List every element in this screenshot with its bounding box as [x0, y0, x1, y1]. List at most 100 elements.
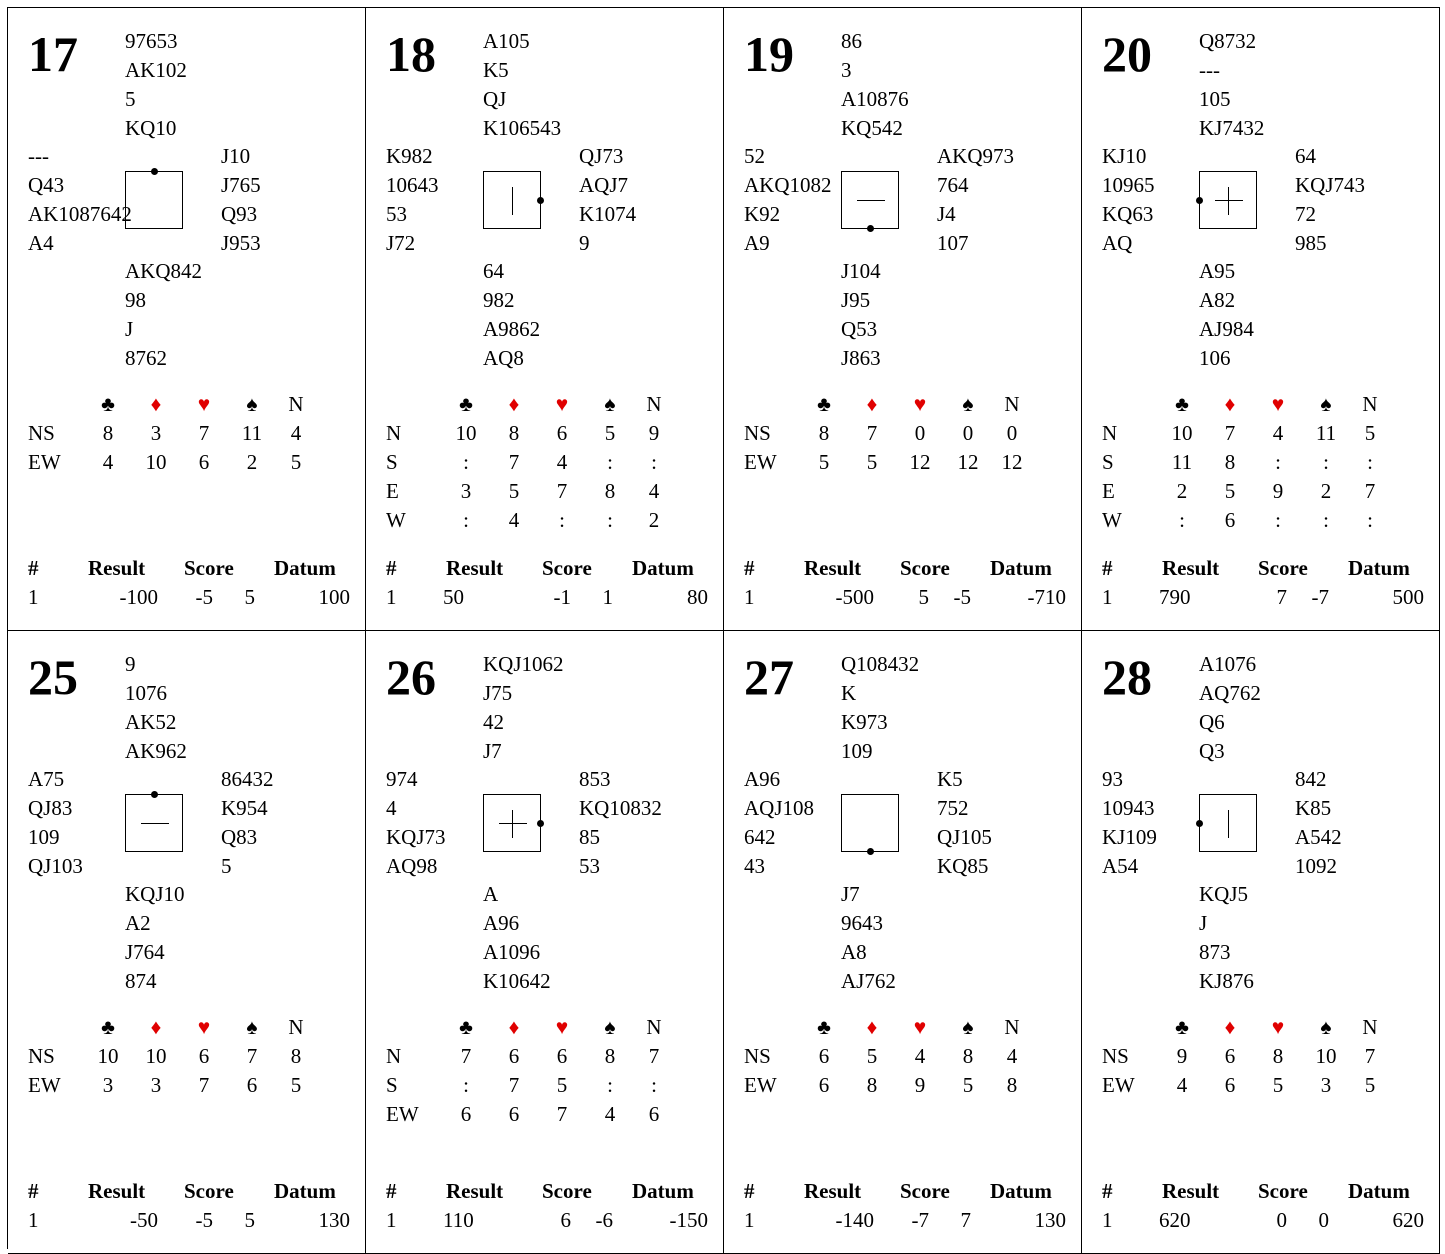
south-suit-clubs: A95	[1199, 259, 1236, 283]
dd-tricks-notrump: :	[1367, 508, 1373, 532]
dd-seat-label: W	[1102, 508, 1122, 532]
west-suit-spades: A54	[1102, 854, 1139, 878]
dd-tricks-diamonds: 7	[866, 421, 878, 445]
results-header-result: Result	[804, 556, 862, 580]
results-header-result: Result	[1162, 556, 1220, 580]
south-suit-clubs: AKQ842	[125, 259, 202, 283]
results-header-num: #	[1102, 1179, 1113, 1203]
north-suit-clubs: A1076	[1199, 652, 1257, 676]
ew-imp-score: -5	[953, 585, 972, 609]
west-suit-diamonds: 10943	[1102, 796, 1155, 820]
east-suit-clubs: AKQ973	[937, 144, 1014, 168]
results-header-num: #	[744, 556, 755, 580]
east-suit-clubs: 86432	[221, 767, 274, 791]
results-header-datum: Datum	[990, 1179, 1052, 1203]
results-row: 1 -500 5 -5 -710	[744, 583, 1074, 612]
results-header-result: Result	[1162, 1179, 1220, 1203]
dd-tricks-diamonds: 6	[1224, 1073, 1236, 1097]
dd-tricks-spades: :	[607, 508, 613, 532]
board-number: 20	[1102, 26, 1152, 82]
board-number: 18	[386, 26, 436, 82]
east-suit-spades: 53	[579, 854, 600, 878]
ew-imp-score: 5	[244, 585, 256, 609]
dd-tricks-diamonds: 7	[508, 450, 520, 474]
clubs-header: ♣	[817, 392, 831, 416]
results-row: 1 -50 -5 5 130	[28, 1206, 358, 1235]
east-suit-clubs: 853	[579, 767, 611, 791]
datum-score: 100	[318, 585, 351, 609]
ns-imp-score: 0	[1276, 1208, 1288, 1232]
dd-tricks-notrump: :	[1367, 450, 1373, 474]
west-suit-clubs: 93	[1102, 767, 1123, 791]
results-header-num: #	[28, 556, 39, 580]
diamonds-header: ♦	[150, 1015, 162, 1039]
west-suit-hearts: AK1087642	[28, 202, 132, 226]
results-header-num: #	[386, 1179, 397, 1203]
dd-seat-label: NS	[28, 421, 55, 445]
dd-seat-label: E	[1102, 479, 1115, 503]
contract-result: -100	[119, 585, 159, 609]
dd-tricks-clubs: 10	[97, 1044, 119, 1068]
north-hand: 97653 AK102 5 KQ10	[125, 27, 187, 143]
north-suit-clubs: A105	[483, 29, 530, 53]
datum-score: 130	[318, 1208, 351, 1232]
dealer-dot-icon	[867, 848, 874, 855]
results-header-row: # Result Score Datum	[28, 1177, 358, 1206]
dd-tricks-clubs: 8	[102, 421, 114, 445]
results-header-score: Score	[184, 1179, 234, 1203]
south-suit-hearts: A1096	[483, 940, 541, 964]
hearts-header: ♥	[555, 392, 569, 416]
dd-tricks-clubs: 9	[1176, 1044, 1188, 1068]
dd-tricks-clubs: 10	[1171, 421, 1193, 445]
board-19: 19 86 3 A10876 KQ542 52 AKQ1082 K92 A9 AKQ973 764 J…	[724, 8, 1082, 631]
results-header-datum: Datum	[1348, 1179, 1410, 1203]
dd-row-n: N 7 6 6 8 7	[386, 1042, 706, 1071]
east-suit-hearts: 72	[1295, 202, 1316, 226]
results-header-row: # Result Score Datum	[386, 1177, 716, 1206]
dd-tricks-notrump: 6	[648, 1102, 660, 1126]
ns-imp-score: -7	[911, 1208, 930, 1232]
east-suit-clubs: K5	[937, 767, 963, 791]
dealer-dot-icon	[537, 197, 544, 204]
table-number: 1	[28, 1208, 39, 1232]
hearts-header: ♥	[555, 1015, 569, 1039]
north-suit-diamonds: 3	[841, 58, 852, 82]
spades-header: ♠	[1320, 1015, 1332, 1039]
dd-tricks-spades: 11	[1315, 421, 1337, 445]
dd-seat-label: EW	[386, 1102, 419, 1126]
results-header-datum: Datum	[274, 1179, 336, 1203]
dd-tricks-clubs: 6	[818, 1073, 830, 1097]
board-number: 17	[28, 26, 78, 82]
results-header-datum: Datum	[632, 556, 694, 580]
results-header-score: Score	[542, 556, 592, 580]
dd-tricks-hearts: 4	[1272, 421, 1284, 445]
results-row: 1 -100 -5 5 100	[28, 583, 358, 612]
west-suit-diamonds: 4	[386, 796, 397, 820]
dd-row-s: S: 7 4::	[386, 448, 706, 477]
contract-result: -50	[130, 1208, 158, 1232]
ns-vulnerable-line	[512, 810, 513, 838]
dd-tricks-hearts: 7	[556, 1102, 568, 1126]
west-hand: A75 QJ83 109 QJ103	[28, 765, 83, 881]
south-suit-diamonds: A82	[1199, 288, 1236, 312]
north-suit-clubs: Q8732	[1199, 29, 1257, 53]
clubs-header: ♣	[101, 392, 115, 416]
dd-row-n: N 10 8 6 5 9	[386, 419, 706, 448]
notrump-header: N	[1362, 1015, 1378, 1039]
datum-score: 80	[687, 585, 708, 609]
hearts-header: ♥	[1271, 392, 1285, 416]
east-suit-spades: 985	[1295, 231, 1327, 255]
board-number: 25	[28, 649, 78, 705]
east-suit-hearts: K1074	[579, 202, 637, 226]
dealer-dot-icon	[1196, 197, 1203, 204]
hearts-header: ♥	[197, 1015, 211, 1039]
north-suit-hearts: 5	[125, 87, 136, 111]
dd-tricks-diamonds: 8	[866, 1073, 878, 1097]
results-header-datum: Datum	[274, 556, 336, 580]
spades-header: ♠	[962, 392, 974, 416]
dd-tricks-diamonds: 8	[508, 421, 520, 445]
results-header-score: Score	[900, 556, 950, 580]
dd-tricks-hearts: 6	[198, 1044, 210, 1068]
dd-tricks-hearts: :	[559, 508, 565, 532]
results-row: 1 620 0 0 620	[1102, 1206, 1432, 1235]
